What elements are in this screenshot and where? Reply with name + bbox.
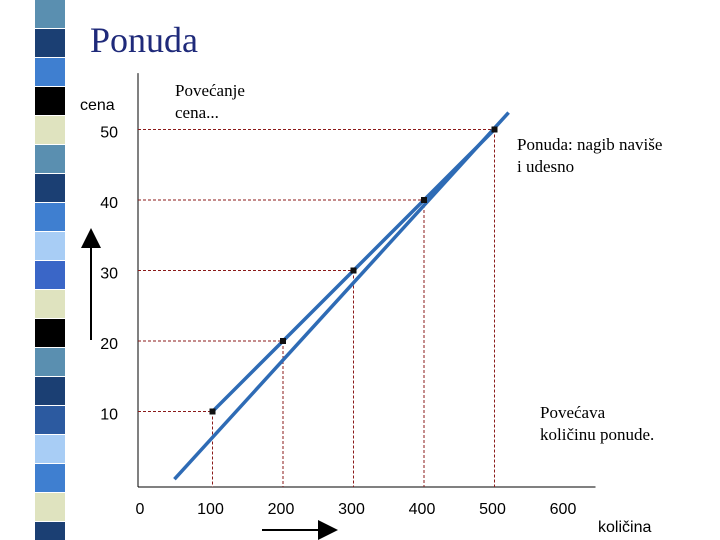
x-axis-label: količina <box>598 519 651 536</box>
stripe-square <box>35 0 65 28</box>
x-tick-label: 400 <box>409 501 436 518</box>
stripe-square <box>35 377 65 405</box>
annotation: Povećava količinu ponude. <box>540 403 654 444</box>
point <box>421 197 427 203</box>
stripe-square <box>35 435 65 463</box>
point <box>350 267 357 274</box>
stripe-square <box>35 116 65 144</box>
stripe-square <box>35 319 65 347</box>
y-tick-label: 40 <box>100 195 118 212</box>
supply-line-extension <box>173 111 510 481</box>
x-tick-label: 200 <box>268 501 295 518</box>
stripe-square <box>35 406 65 434</box>
decorative-stripe <box>35 0 65 540</box>
stripe-square <box>35 232 65 260</box>
x-tick-label: 300 <box>338 501 365 518</box>
y-axis-label: cena <box>80 97 115 114</box>
stripe-square <box>35 174 65 202</box>
point <box>280 338 286 344</box>
stripe-square <box>35 348 65 376</box>
stripe-square <box>35 29 65 57</box>
stripe-square <box>35 145 65 173</box>
stripe-square <box>35 464 65 492</box>
stripe-square <box>35 290 65 318</box>
x-tick-label: 600 <box>550 501 577 518</box>
x-tick-label: 0 <box>136 501 145 518</box>
y-tick-label: 20 <box>100 336 118 353</box>
annotation: Ponuda: nagib naviše i udesno <box>517 135 662 176</box>
slide-title: Ponuda <box>90 20 198 60</box>
stripe-square <box>35 261 65 289</box>
annotation: Povećanje cena... <box>175 81 245 122</box>
x-tick-label: 500 <box>479 501 506 518</box>
y-tick-label: 10 <box>100 407 118 424</box>
stripe-square <box>35 58 65 86</box>
y-tick-label: 50 <box>100 125 118 142</box>
y-tick-label: 30 <box>100 266 118 283</box>
point <box>491 126 498 133</box>
stripe-square <box>35 493 65 521</box>
stripe-square <box>35 87 65 115</box>
stripe-square <box>35 203 65 231</box>
point <box>209 408 216 415</box>
stripe-square <box>35 522 65 540</box>
x-tick-label: 100 <box>197 501 224 518</box>
